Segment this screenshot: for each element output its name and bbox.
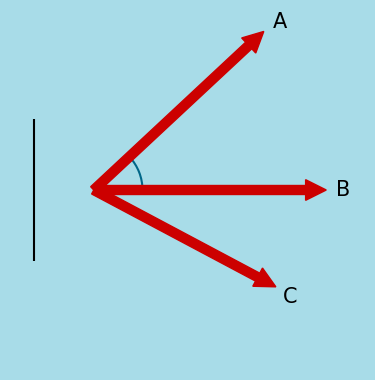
FancyArrow shape (91, 32, 264, 193)
FancyArrow shape (92, 186, 276, 287)
Text: B: B (336, 180, 350, 200)
Text: C: C (284, 287, 298, 307)
Text: A: A (273, 12, 287, 32)
FancyArrow shape (94, 180, 326, 200)
